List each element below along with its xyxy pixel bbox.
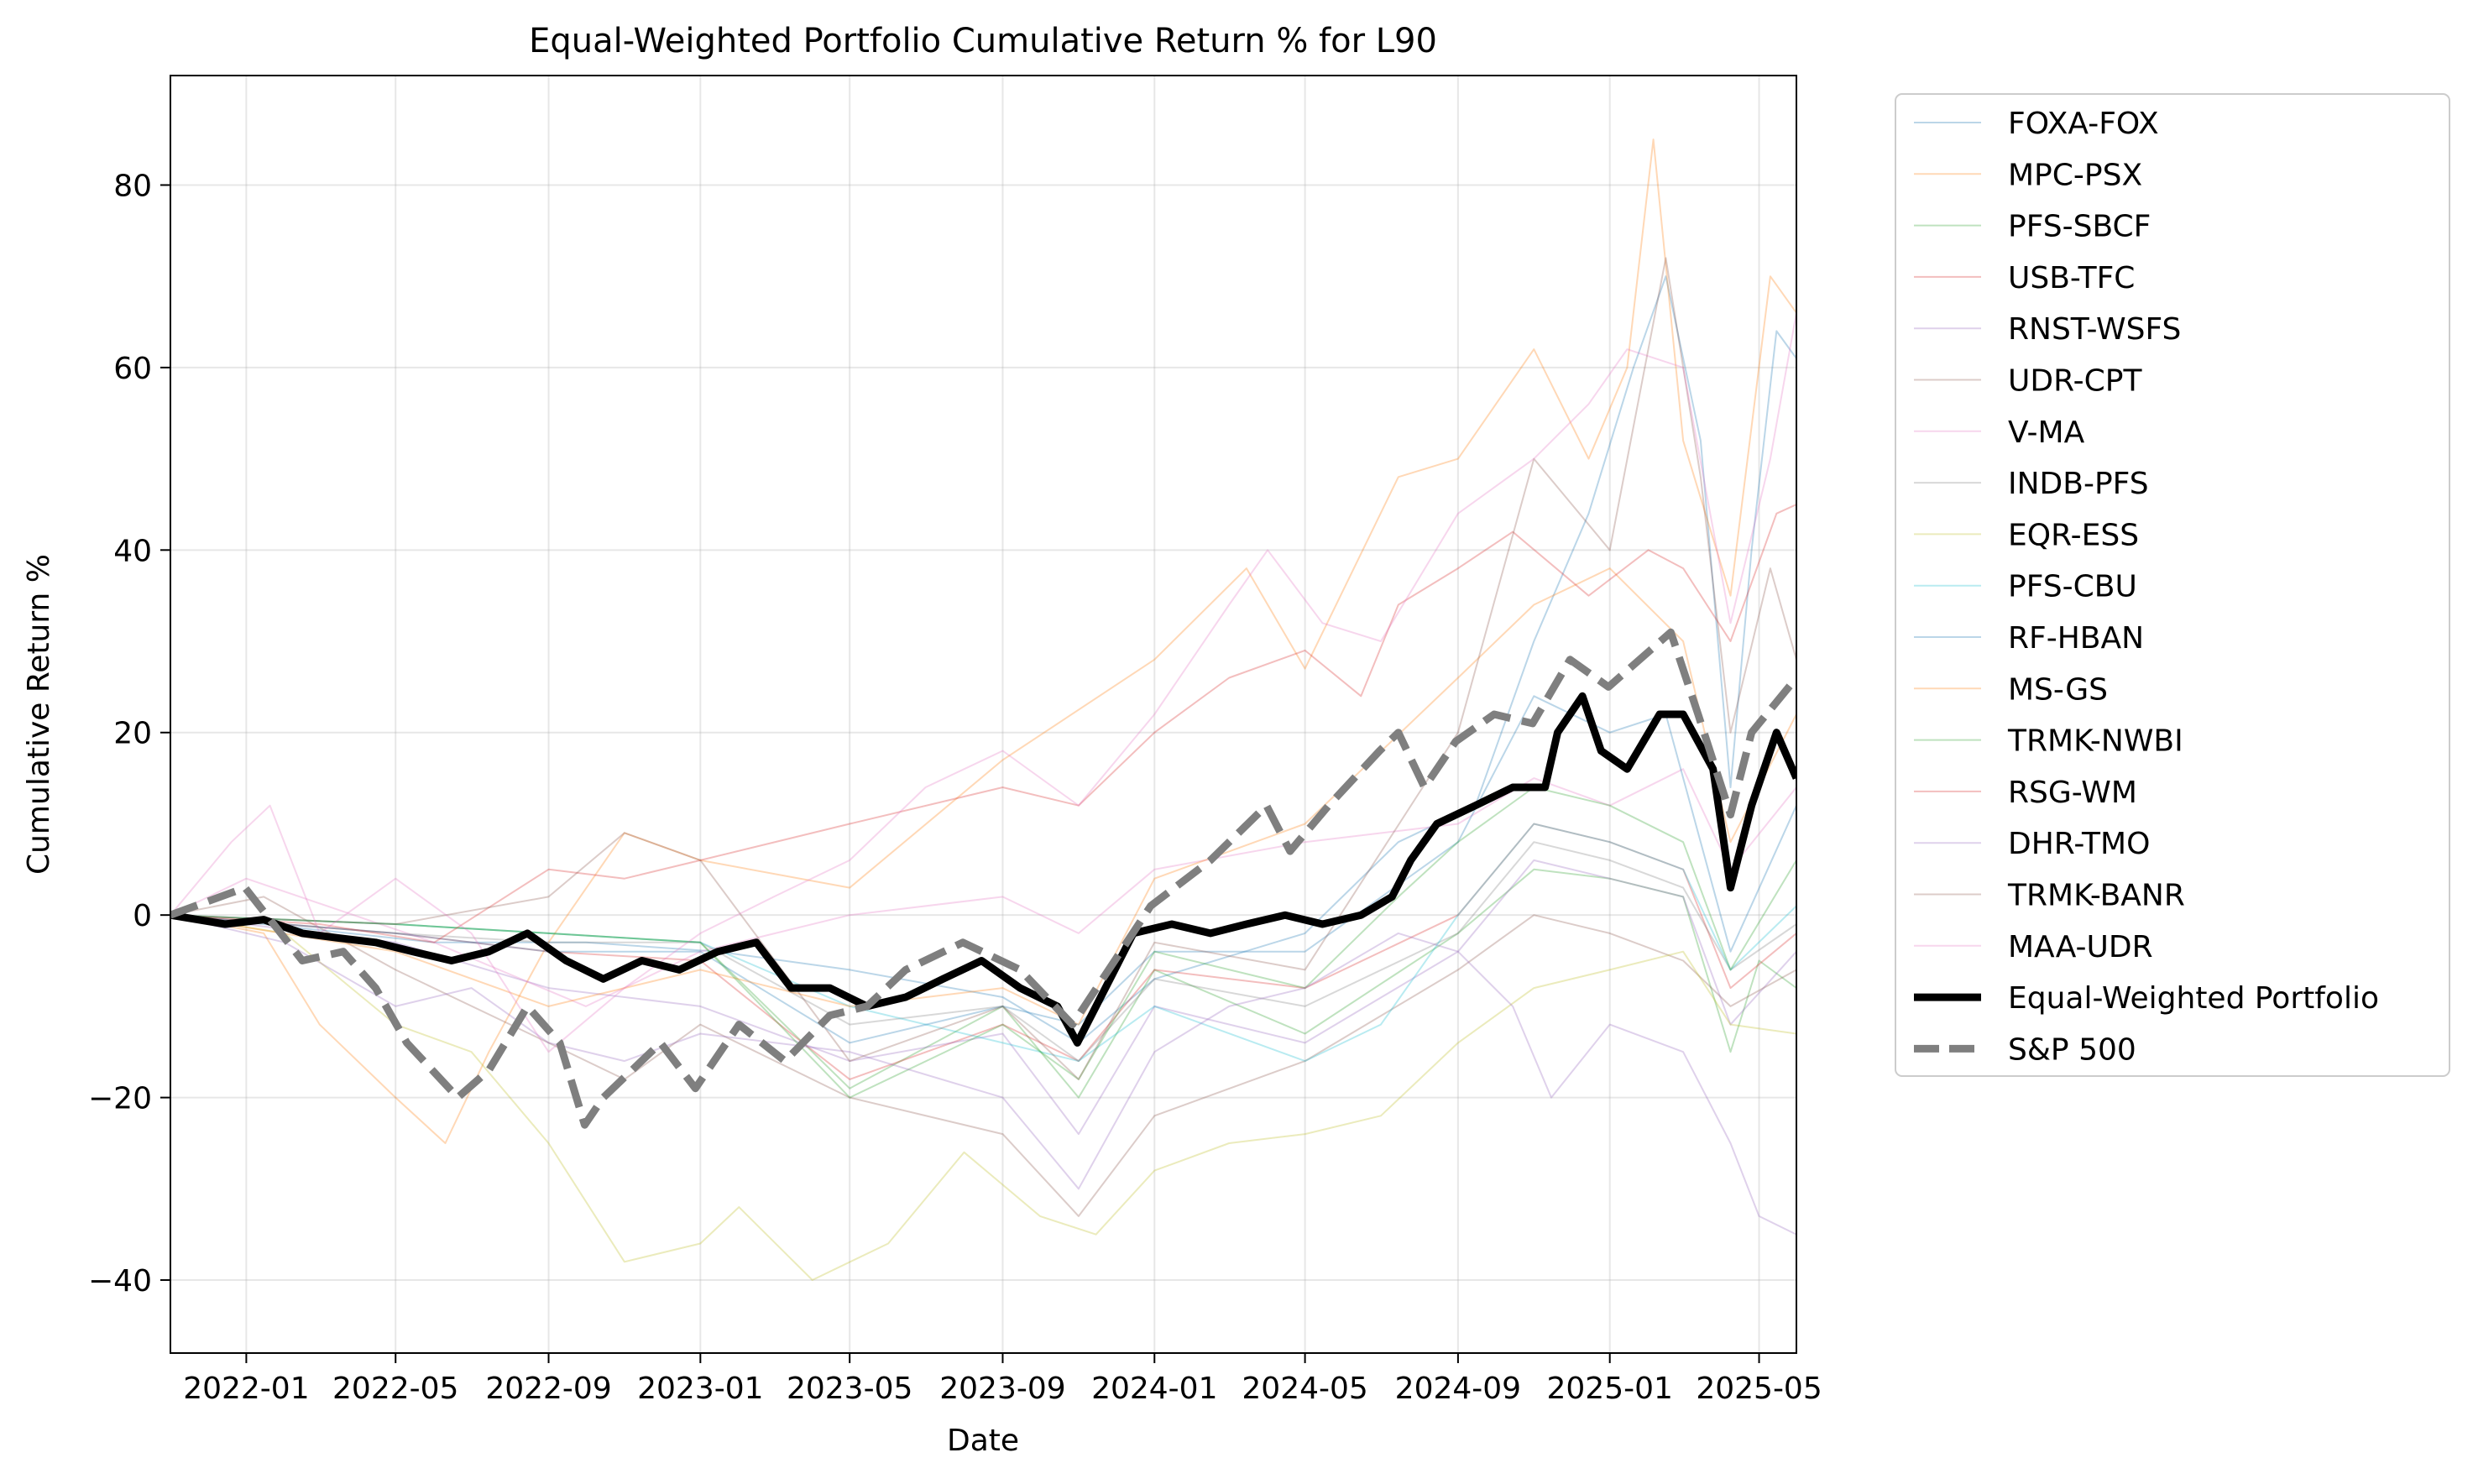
x-tick-label: 2023-09: [939, 1372, 1065, 1406]
legend-label-eqr-ess: EQR-ESS: [2008, 518, 2139, 552]
legend-label-mpc-psx: MPC-PSX: [2008, 158, 2142, 192]
legend-label-pfs-cbu: PFS-CBU: [2008, 570, 2137, 604]
plot-frame: [170, 75, 1797, 1354]
legend-label-trmk-banr: TRMK-BANR: [2007, 879, 2185, 913]
series-line-ms-gs: [170, 567, 1796, 1026]
plot-area: [170, 76, 1796, 1353]
series-line-foxa-fox: [170, 275, 1796, 1044]
x-tick-label: 2022-01: [183, 1372, 309, 1406]
series-line-equal-weighted-portfolio: [170, 692, 1796, 1047]
x-tick-label: 2024-01: [1091, 1372, 1217, 1406]
legend-label-udr-cpt: UDR-CPT: [2008, 364, 2142, 399]
legend-label-ms-gs: MS-GS: [2008, 672, 2108, 707]
series-line-usb-tfc: [170, 823, 1796, 1080]
x-tick-label: 2024-09: [1395, 1372, 1521, 1406]
y-axis-label: Cumulative Return %: [22, 554, 56, 875]
legend-label-usb-tfc: USB-TFC: [2008, 261, 2135, 295]
series-line-trmk-banr: [170, 257, 1796, 1080]
chart-title: Equal-Weighted Portfolio Cumulative Retu…: [529, 22, 1437, 60]
series-line-trmk-nwbi: [170, 786, 1796, 1099]
y-axis-ticks: −40 −20 0 20 40 60 80: [88, 169, 170, 1298]
x-tick-label: 2023-01: [637, 1372, 763, 1406]
series-line-maa-udr: [170, 312, 1796, 1053]
y-tick-label: 20: [113, 717, 152, 751]
legend-label-indb-pfs: INDB-PFS: [2008, 467, 2149, 501]
y-tick-label: 40: [113, 534, 152, 568]
series-line-pfs-sbcf: [170, 868, 1796, 1099]
legend-label-dhr-tmo: DHR-TMO: [2008, 827, 2150, 861]
legend: FOXA-FOX MPC-PSX PFS-SBCF USB-TFC RNST-WSFS U…: [1895, 93, 2450, 1077]
legend-box: [1895, 93, 2450, 1077]
series-line-v-ma: [170, 768, 1796, 1007]
series-line-udr-cpt: [170, 896, 1796, 1217]
legend-label-rsg-wm: RSG-WM: [2008, 776, 2137, 810]
x-tick-label: 2022-09: [485, 1372, 611, 1406]
y-tick-label: −20: [88, 1082, 152, 1116]
legend-label-rf-hban: RF-HBAN: [2008, 621, 2144, 656]
y-tick-label: −40: [88, 1264, 152, 1298]
legend-label-maa-udr: MAA-UDR: [2008, 930, 2153, 964]
y-tick-label: 0: [133, 899, 152, 933]
legend-label-sandp-500: S&P 500: [2008, 1032, 2136, 1067]
legend-label-foxa-fox: FOXA-FOX: [2008, 107, 2159, 141]
x-tick-label: 2024-05: [1242, 1372, 1367, 1406]
x-axis-ticks: 2022-01 2022-05 2022-09 2023-01 2023-05 2023-…: [183, 1353, 1822, 1406]
series-line-sandp-500: [170, 628, 1796, 1129]
series-line-pfs-cbu: [170, 823, 1796, 1063]
series-line-indb-pfs: [170, 841, 1796, 1063]
legend-label-pfs-sbcf: PFS-SBCF: [2008, 210, 2151, 244]
x-tick-label: 2025-05: [1696, 1372, 1822, 1406]
legend-label-v-ma: V-MA: [2008, 415, 2085, 450]
series-lines: [170, 138, 1796, 1281]
series-line-rsg-wm: [170, 504, 1796, 943]
x-tick-label: 2023-05: [787, 1372, 912, 1406]
y-tick-label: 60: [113, 352, 152, 386]
series-line-dhr-tmo: [170, 914, 1796, 1236]
legend-label-rnst-wsfs: RNST-WSFS: [2008, 312, 2181, 347]
series-line-rf-hban: [170, 695, 1796, 1044]
y-tick-label: 80: [113, 169, 152, 203]
grid-lines: [170, 76, 1796, 1353]
x-tick-label: 2025-01: [1546, 1372, 1672, 1406]
x-tick-label: 2022-05: [332, 1372, 458, 1406]
series-line-mpc-psx: [170, 138, 1796, 1144]
legend-label-equal-weighted-portfolio: Equal-Weighted Portfolio: [2008, 981, 2379, 1016]
series-line-rnst-wsfs: [170, 859, 1796, 1136]
series-line-eqr-ess: [170, 914, 1796, 1281]
x-axis-label: Date: [947, 1424, 1019, 1458]
legend-label-trmk-nwbi: TRMK-NWBI: [2007, 724, 2183, 759]
